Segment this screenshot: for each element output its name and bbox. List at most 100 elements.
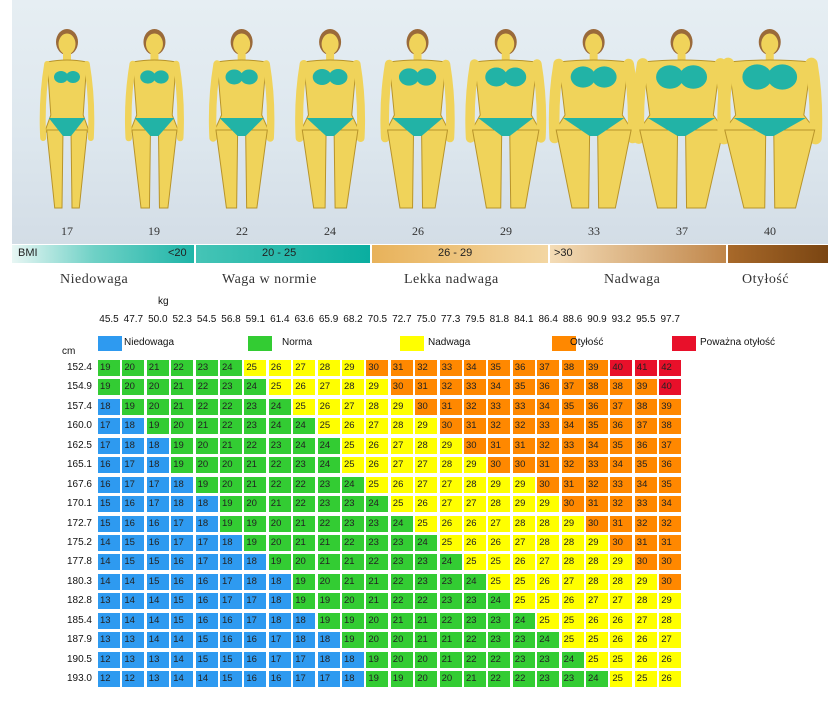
bmi-cell: 22 — [488, 671, 511, 688]
bmi-cell: 33 — [439, 360, 462, 376]
band-segment-underweight — [12, 245, 194, 263]
bmi-cell: 18 — [122, 437, 145, 454]
bmi-cell: 21 — [317, 554, 340, 571]
bmi-cell: 13 — [122, 632, 145, 649]
bmi-cell: 22 — [415, 593, 438, 610]
bmi-cell: 24 — [512, 612, 535, 629]
bmi-cell: 23 — [244, 398, 267, 415]
bmi-cell: 25 — [268, 379, 291, 396]
bmi-cell: 13 — [98, 632, 120, 649]
bmi-cell: 21 — [366, 573, 389, 590]
figure-bmi-26 — [380, 29, 455, 209]
bmi-cell: 16 — [195, 593, 218, 610]
bmi-cell: 23 — [439, 593, 462, 610]
bmi-cell: 22 — [220, 418, 242, 435]
weight-tick-label: 68.2 — [343, 314, 363, 325]
height-tick-label: 175.2 — [66, 536, 92, 548]
bmi-cell: 22 — [171, 360, 194, 376]
bmi-cell: 29 — [366, 379, 389, 396]
bmi-cell: 18 — [98, 398, 120, 415]
bmi-cell: 23 — [317, 476, 340, 493]
height-tick-label: 177.8 — [66, 556, 92, 568]
weight-tick-label: 72.7 — [392, 314, 412, 325]
bmi-cell: 18 — [122, 418, 145, 435]
bmi-cell: 20 — [415, 671, 438, 688]
bmi-cell: 36 — [537, 379, 560, 396]
bmi-cell: 36 — [610, 418, 633, 435]
bmi-cell: 21 — [464, 671, 486, 688]
bmi-cell: 22 — [488, 651, 511, 668]
weight-tick-label: 88.6 — [562, 314, 583, 325]
bmi-cell: 25 — [610, 651, 633, 668]
bmi-cell: 20 — [195, 457, 218, 474]
bmi-cell: 16 — [220, 612, 242, 629]
bmi-cell: 35 — [610, 437, 633, 454]
bmi-cell: 24 — [415, 534, 438, 551]
bmi-cell: 21 — [220, 437, 242, 454]
bmi-cell: 30 — [586, 515, 608, 532]
bmi-cell: 25 — [634, 671, 657, 688]
bmi-cell: 21 — [366, 593, 389, 610]
bmi-cell: 36 — [634, 437, 657, 454]
figure-bmi-19 — [124, 29, 184, 209]
bmi-cell: 14 — [122, 573, 145, 590]
bmi-cell: 39 — [659, 398, 682, 415]
bmi-cell: 26 — [415, 496, 438, 513]
bmi-cell: 21 — [342, 573, 364, 590]
bmi-cell: 31 — [610, 515, 633, 532]
bmi-cell: 26 — [317, 398, 340, 415]
bmi-cell: 33 — [586, 457, 608, 474]
bmi-cell: 32 — [610, 496, 633, 513]
bmi-cell: 28 — [439, 457, 462, 474]
bmi-cell: 31 — [439, 398, 462, 415]
bmi-cell: 20 — [220, 457, 242, 474]
weight-tick-label: 95.5 — [636, 314, 656, 325]
bmi-cell: 26 — [659, 651, 682, 668]
height-tick-label: 187.9 — [66, 634, 92, 646]
bmi-cell: 28 — [586, 573, 608, 590]
weight-tick-label: 97.7 — [660, 314, 680, 325]
bmi-cell: 23 — [366, 515, 389, 532]
bmi-cell: 17 — [122, 457, 145, 474]
bmi-cell: 18 — [220, 554, 242, 571]
bmi-cell: 28 — [659, 612, 682, 629]
weight-tick-label: 47.7 — [123, 314, 144, 325]
bmi-cell: 30 — [512, 457, 535, 474]
bmi-cell: 30 — [464, 437, 486, 454]
bmi-cell: 26 — [366, 437, 389, 454]
weight-tick-label: 90.9 — [587, 314, 607, 325]
bmi-cell: 32 — [659, 515, 682, 532]
bmi-cell: 18 — [268, 612, 291, 629]
bmi-cell: 25 — [342, 437, 364, 454]
bmi-cell: 23 — [464, 612, 486, 629]
weight-tick-label: 56.8 — [221, 314, 241, 325]
bmi-cell: 37 — [610, 398, 633, 415]
bmi-cell: 34 — [464, 360, 486, 376]
bmi-cell: 29 — [488, 476, 511, 493]
bmi-cell: 14 — [98, 573, 120, 590]
bmi-cell: 23 — [512, 651, 535, 668]
bmi-cell: 24 — [439, 554, 462, 571]
bmi-cell: 26 — [512, 554, 535, 571]
bmi-cell: 25 — [537, 593, 560, 610]
bmi-cell: 31 — [586, 496, 608, 513]
height-tick-label: 160.0 — [66, 420, 92, 432]
bmi-cell: 37 — [659, 437, 682, 454]
bmi-cell: 24 — [537, 632, 560, 649]
bmi-cell: 19 — [98, 379, 120, 396]
bmi-cell: 21 — [390, 612, 413, 629]
bmi-cell: 23 — [268, 437, 291, 454]
bmi-cell: 20 — [390, 632, 413, 649]
bmi-cell: 19 — [317, 612, 340, 629]
bmi-cell: 16 — [195, 573, 218, 590]
bmi-cell: 30 — [634, 554, 657, 571]
weight-tick-label: 50.0 — [148, 314, 168, 325]
bmi-cell: 18 — [195, 515, 218, 532]
bmi-cell: 34 — [561, 418, 584, 435]
bmi-cell: 31 — [488, 437, 511, 454]
bmi-cell: 12 — [98, 651, 120, 668]
bmi-cell: 16 — [146, 515, 169, 532]
bmi-cell: 28 — [561, 534, 584, 551]
bmi-cell: 23 — [537, 671, 560, 688]
figure-bmi-33 — [548, 29, 639, 209]
